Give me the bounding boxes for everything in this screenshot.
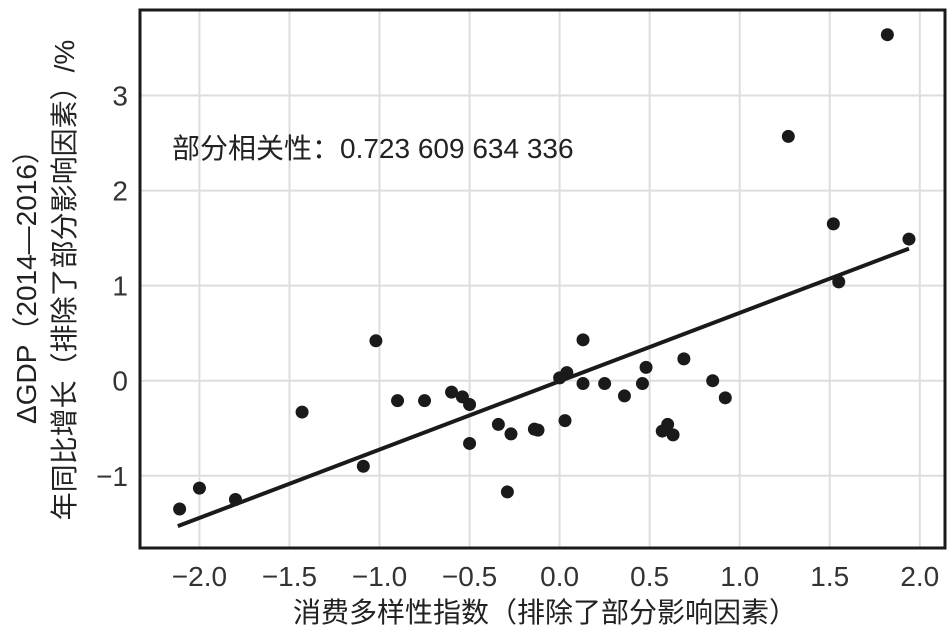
- data-point: [463, 397, 477, 411]
- y-tick-label: 0: [112, 366, 128, 397]
- data-point: [500, 485, 514, 499]
- y-tick-label: 3: [112, 81, 128, 112]
- data-point: [192, 481, 206, 495]
- data-point: [677, 352, 691, 366]
- data-point: [781, 129, 795, 143]
- data-point: [666, 428, 680, 442]
- data-point: [598, 377, 612, 391]
- data-point: [463, 436, 477, 450]
- x-tick-label: 0.0: [540, 561, 579, 592]
- data-points: [173, 28, 916, 516]
- data-point: [527, 422, 541, 436]
- x-tick-label: 0.5: [630, 561, 669, 592]
- data-point: [832, 275, 846, 289]
- data-point: [295, 405, 309, 419]
- data-point: [576, 377, 590, 391]
- data-point: [880, 28, 894, 42]
- data-point: [369, 334, 383, 348]
- data-point: [491, 417, 505, 431]
- partial-correlation-annotation: 部分相关性：0.723 609 634 336: [172, 133, 574, 164]
- data-point: [718, 391, 732, 405]
- y-tick-label: 1: [112, 271, 128, 302]
- data-point: [558, 414, 572, 428]
- data-point: [228, 493, 242, 507]
- x-tick-labels: −2.0 −1.5 −1.0 −0.5 0.0 0.5 1.0 1.5 2.0: [172, 561, 939, 592]
- x-tick-label: 1.0: [720, 561, 759, 592]
- data-point: [553, 371, 567, 385]
- y-tick-label: −1: [96, 461, 128, 492]
- x-tick-label: −1.0: [352, 561, 407, 592]
- y-tick-labels: −1 0 1 2 3: [96, 81, 128, 492]
- data-point: [706, 374, 720, 388]
- data-point: [635, 377, 649, 391]
- grid: [140, 10, 945, 548]
- x-tick-label: −2.0: [172, 561, 227, 592]
- data-point: [661, 417, 675, 431]
- data-point: [576, 333, 590, 347]
- data-point: [826, 217, 840, 231]
- data-point: [617, 389, 631, 403]
- y-tick-label: 2: [112, 176, 128, 207]
- x-tick-label: −0.5: [442, 561, 497, 592]
- x-tick-label: 1.5: [810, 561, 849, 592]
- data-point: [391, 394, 405, 408]
- fit-line-group: [177, 246, 910, 529]
- x-axis-label: 消费多样性指数（排除了部分影响因素）: [293, 597, 797, 628]
- data-point: [504, 427, 518, 441]
- y-axis-label-line-2: 年同比增长（排除了部分影响因素）/%: [49, 40, 80, 521]
- plot-frame: [138, 8, 947, 550]
- y-axis-label-line-1: ΔGDP（2014—2016）: [11, 136, 42, 424]
- data-point: [445, 385, 459, 399]
- data-point: [639, 360, 653, 374]
- data-point: [173, 502, 187, 516]
- x-tick-label: −1.5: [262, 561, 317, 592]
- data-point: [418, 394, 432, 408]
- data-point: [356, 459, 370, 473]
- data-point: [902, 232, 916, 246]
- regression-line: [177, 246, 910, 529]
- x-tick-label: 2.0: [900, 561, 939, 592]
